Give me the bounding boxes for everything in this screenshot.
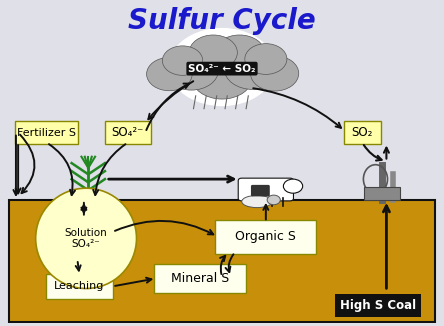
Circle shape: [214, 35, 265, 72]
FancyBboxPatch shape: [215, 220, 316, 254]
FancyBboxPatch shape: [46, 274, 114, 299]
Circle shape: [170, 29, 274, 105]
Ellipse shape: [36, 188, 136, 289]
Circle shape: [267, 195, 280, 205]
Text: SO₄²⁻ ← SO₂: SO₄²⁻ ← SO₂: [188, 64, 256, 74]
Text: Organic S: Organic S: [235, 230, 296, 243]
Text: Leaching: Leaching: [54, 281, 105, 291]
Text: Solution
SO₄²⁻: Solution SO₄²⁻: [65, 228, 107, 249]
FancyBboxPatch shape: [105, 121, 151, 144]
Circle shape: [164, 51, 218, 90]
Circle shape: [245, 44, 287, 74]
FancyBboxPatch shape: [9, 200, 435, 322]
FancyBboxPatch shape: [251, 185, 270, 196]
Ellipse shape: [242, 196, 273, 208]
Circle shape: [189, 35, 238, 70]
FancyBboxPatch shape: [238, 178, 293, 201]
Circle shape: [147, 57, 192, 91]
FancyBboxPatch shape: [154, 264, 246, 293]
FancyBboxPatch shape: [15, 121, 79, 144]
Text: SO₄²⁻: SO₄²⁻: [111, 126, 144, 139]
FancyBboxPatch shape: [365, 187, 400, 200]
Circle shape: [250, 56, 299, 91]
Circle shape: [224, 48, 281, 89]
Text: Fertilizer S: Fertilizer S: [17, 128, 76, 138]
Circle shape: [163, 46, 203, 75]
FancyBboxPatch shape: [344, 121, 381, 144]
Text: High S Coal: High S Coal: [340, 299, 416, 312]
Circle shape: [283, 179, 303, 193]
Text: SO₂: SO₂: [352, 126, 373, 139]
Text: Sulfur Cycle: Sulfur Cycle: [128, 7, 316, 35]
Text: Mineral S: Mineral S: [171, 272, 229, 285]
Circle shape: [191, 54, 253, 99]
